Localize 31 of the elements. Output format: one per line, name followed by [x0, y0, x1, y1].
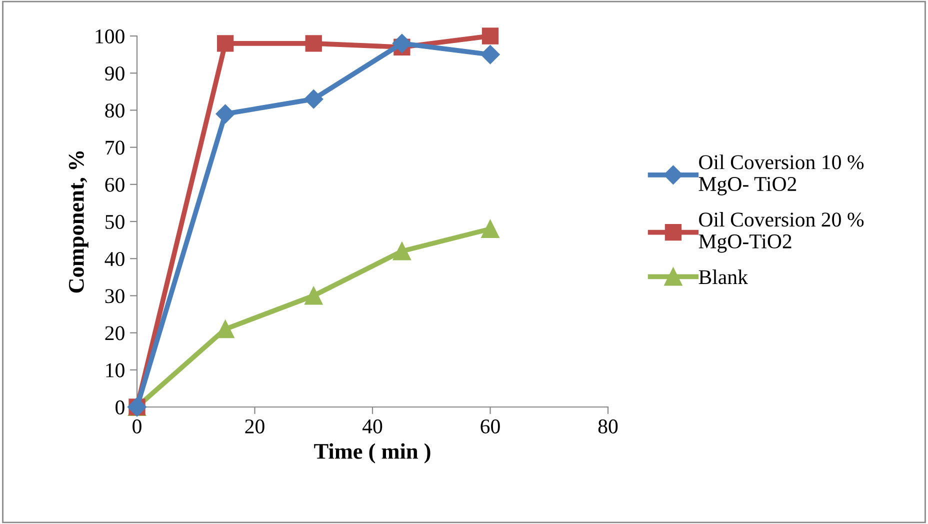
x-tick-label: 80: [598, 419, 618, 434]
x-tick-label: 0: [132, 419, 142, 434]
point: [480, 45, 500, 64]
x-axis-title: Time ( min ): [314, 443, 430, 464]
point: [392, 242, 411, 260]
point: [216, 35, 234, 52]
point: [304, 90, 324, 109]
legend-label: Oil Coversion 20 % MgO-TiO2: [698, 212, 864, 253]
legend-label: Blank: [698, 270, 748, 284]
point: [305, 35, 322, 52]
point: [392, 34, 412, 53]
y-axis-title: Component, %: [68, 151, 88, 293]
x-tick-label: 60: [480, 419, 500, 434]
y-tick-label: 100: [96, 29, 124, 44]
y-tick-label: 80: [105, 104, 124, 118]
x-tick-label: 40: [362, 419, 382, 434]
y-tick-label: 40: [104, 252, 124, 266]
y-tick-label: 70: [106, 140, 124, 155]
y-tick-label: 20: [105, 326, 124, 340]
point: [216, 104, 235, 124]
point: [304, 286, 323, 305]
y-tick-label: 50: [106, 214, 124, 229]
y-tick-label: 10: [106, 363, 124, 378]
y-tick-label: 30: [105, 289, 124, 304]
legend-label: Oil Coversion 10 % MgO- TiO2: [698, 154, 864, 196]
x-tick-label: 20: [245, 419, 264, 434]
point: [481, 220, 500, 238]
y-tick-label: 60: [105, 178, 124, 192]
y-tick-label: 0: [116, 400, 124, 414]
y-tick-label: 90: [105, 66, 124, 81]
point: [482, 28, 499, 44]
